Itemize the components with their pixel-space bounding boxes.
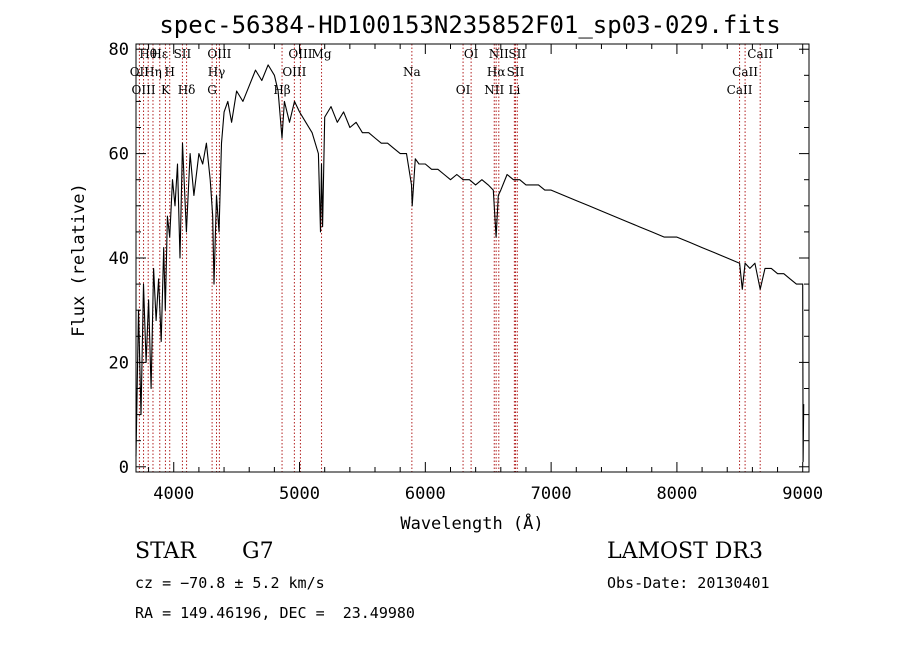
line-label: SII bbox=[174, 47, 192, 61]
redshift-velocity: cz = −70.8 ± 5.2 km/s bbox=[135, 574, 325, 592]
plot-axes: 4000 5000 6000 7000 8000 9000 0 20 40 60 80 bbox=[109, 40, 824, 504]
survey-name: LAMOST DR3 bbox=[607, 539, 763, 564]
line-label: SII bbox=[508, 47, 526, 61]
y-axis-label: Flux (relative) bbox=[69, 183, 89, 337]
line-label: OI bbox=[456, 83, 471, 97]
plot-frame bbox=[135, 43, 810, 473]
chart-title: spec-56384-HD100153N235852F01_sp03-029.f… bbox=[159, 11, 780, 39]
line-label: SII bbox=[507, 65, 525, 79]
line-label: OI bbox=[464, 47, 479, 61]
object-class: STAR bbox=[135, 539, 196, 564]
line-label: G bbox=[207, 83, 217, 97]
line-label: Na bbox=[403, 65, 421, 79]
line-label: Mg bbox=[312, 47, 332, 61]
line-label: CaII bbox=[732, 65, 758, 79]
x-tick-label: 5000 bbox=[279, 484, 320, 504]
line-label: OIII bbox=[132, 83, 156, 97]
line-label: Hθ bbox=[139, 47, 157, 61]
line-label: Li bbox=[508, 83, 520, 97]
line-label: CaII bbox=[727, 83, 753, 97]
emission-line-markers bbox=[138, 44, 761, 472]
x-tick-label: 4000 bbox=[153, 484, 194, 504]
spectrum-line bbox=[135, 64, 805, 463]
line-label: OIII bbox=[288, 47, 312, 61]
x-tick-label: 7000 bbox=[531, 484, 572, 504]
line-label: NII bbox=[484, 83, 504, 97]
x-tick-label: 9000 bbox=[782, 484, 823, 504]
line-label: Hβ bbox=[273, 83, 290, 97]
line-label: OII bbox=[130, 65, 150, 79]
spectrum-series bbox=[135, 64, 805, 463]
line-label: Hε bbox=[151, 47, 168, 61]
observation-date: Obs-Date: 20130401 bbox=[607, 574, 770, 592]
x-tick-label: 6000 bbox=[405, 484, 446, 504]
line-label: Hα bbox=[487, 65, 506, 79]
y-tick-label: 60 bbox=[109, 145, 129, 165]
line-label: Hη bbox=[144, 65, 162, 79]
spectral-subclass: G7 bbox=[242, 539, 274, 564]
line-label: K bbox=[161, 83, 171, 97]
x-tick-label: 8000 bbox=[656, 484, 697, 504]
y-tick-label: 40 bbox=[109, 249, 129, 269]
y-tick-label: 0 bbox=[119, 458, 129, 478]
emission-line-labels: HθOIIOIIIHεHηKSIIHHδOIIIHγGOIIIOIIIHβMgN… bbox=[130, 47, 774, 97]
y-tick-label: 80 bbox=[109, 40, 129, 60]
line-label: OIII bbox=[282, 65, 306, 79]
y-tick-label: 20 bbox=[109, 353, 129, 373]
x-axis-label: Wavelength (Å) bbox=[400, 512, 543, 534]
line-label: Hδ bbox=[178, 83, 196, 97]
line-label: NII bbox=[489, 47, 509, 61]
coordinates: RA = 149.46196, DEC = 23.49980 bbox=[135, 604, 415, 622]
line-label: H bbox=[164, 65, 174, 79]
line-label: Hγ bbox=[208, 65, 226, 79]
line-label: CaII bbox=[747, 47, 773, 61]
line-label: OIII bbox=[207, 47, 231, 61]
